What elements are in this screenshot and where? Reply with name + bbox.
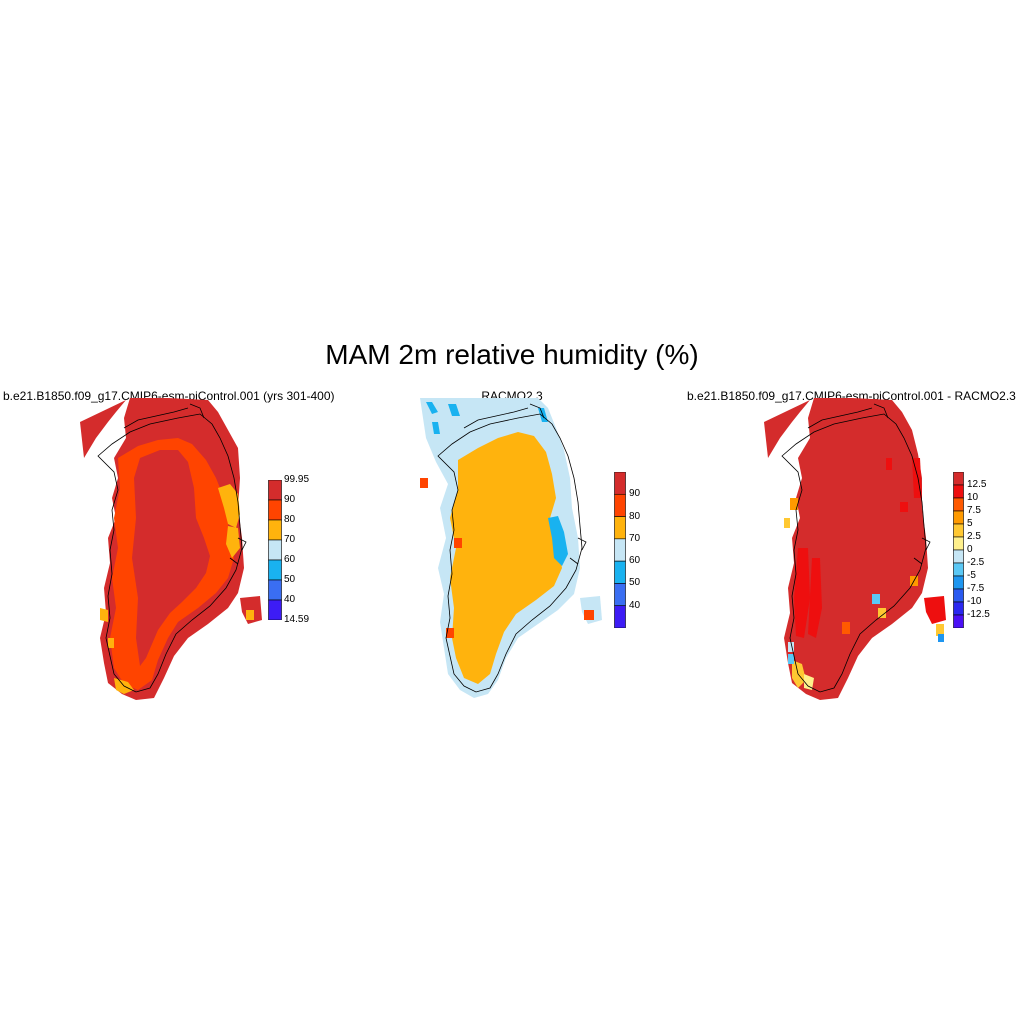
colorbar-tick-label: 70 (284, 534, 296, 545)
colorbar-box (953, 510, 964, 525)
map-fill-layers (420, 398, 602, 698)
colorbar-tick-label: 0 (967, 544, 973, 555)
colorbar-box (614, 538, 626, 562)
colorbar-box (953, 614, 964, 628)
colorbar-tick-label: 80 (629, 510, 641, 522)
colorbar-box (268, 559, 282, 581)
map-model-humidity (80, 398, 262, 700)
colorbar-box (614, 493, 626, 517)
colorbar-box (953, 562, 964, 577)
colorbar-tick-label: -7.5 (967, 583, 985, 594)
colorbar-box (268, 539, 282, 561)
colorbar-tick-label: 60 (629, 555, 641, 567)
coastline (437, 403, 587, 693)
map-racmo-humidity (420, 398, 602, 698)
colorbar-tick-label: 60 (284, 554, 296, 565)
colorbar-box (614, 472, 626, 495)
colorbar-box (953, 601, 964, 616)
colorbar-tick-label: 2.5 (967, 531, 981, 542)
colorbar-box (268, 579, 282, 601)
colorbar-tick-label: 10 (967, 492, 979, 503)
colorbar-tick-label: 12.5 (967, 479, 987, 490)
colorbar-tick-label: -2.5 (967, 557, 985, 568)
map-fill-layers (764, 398, 946, 700)
colorbar-tick-label: -10 (967, 596, 982, 607)
colorbar-box (953, 549, 964, 564)
colorbar-box (268, 499, 282, 521)
colorbar-tick-label: 80 (284, 514, 296, 525)
colorbar-model-labels: 99.95 90 80 70 60 50 40 14.59 (284, 474, 324, 625)
colorbar-tick-label: 40 (284, 594, 296, 605)
colorbar-tick-label: 50 (629, 577, 641, 589)
colorbar-tick-label: 7.5 (967, 505, 981, 516)
colorbar-racmo-labels: 90 80 70 60 50 40 (629, 472, 669, 628)
colorbar-box (268, 480, 282, 501)
panel-title-difference: b.e21.B1850.f09_g17.CMIP6-esm-piControl.… (687, 389, 1016, 403)
colorbar-box (953, 484, 964, 499)
panel-title-model: b.e21.B1850.f09_g17.CMIP6-esm-piControl.… (3, 389, 335, 403)
colorbar-tick-label: 90 (284, 494, 296, 505)
colorbar-tick-label: 99.95 (284, 474, 310, 485)
colorbar-box (953, 536, 964, 551)
colorbar-box (614, 516, 626, 540)
colorbar-tick-label: 50 (284, 574, 296, 585)
colorbar-difference-labels: 12.5 10 7.5 5 2.5 0 -2.5 -5 -7.5 -10 -12.5 (967, 472, 1007, 628)
map-fill-layers (80, 398, 262, 700)
colorbar-box (953, 575, 964, 590)
colorbar-model (268, 480, 282, 620)
colorbar-box (614, 583, 626, 607)
coastline (781, 403, 931, 693)
colorbar-box (614, 605, 626, 628)
map-difference-humidity (764, 398, 946, 700)
figure-title: MAM 2m relative humidity (%) (325, 339, 699, 370)
colorbar-tick-label: 14.59 (284, 614, 310, 625)
colorbar-tick-label: 70 (629, 532, 641, 544)
colorbar-tick-label: 90 (629, 488, 641, 500)
colorbar-box (268, 519, 282, 541)
colorbar-box (953, 523, 964, 538)
colorbar-tick-label: 40 (629, 599, 641, 611)
colorbar-difference (953, 472, 964, 628)
colorbar-box (953, 472, 964, 486)
coastline (97, 403, 247, 693)
colorbar-box (614, 560, 626, 584)
colorbar-box (953, 497, 964, 512)
colorbar-racmo (614, 472, 626, 628)
colorbar-tick-label: -12.5 (967, 609, 990, 620)
colorbar-box (953, 588, 964, 603)
colorbar-box (268, 599, 282, 620)
colorbar-tick-label: 5 (967, 518, 973, 529)
colorbar-tick-label: -5 (967, 570, 976, 581)
